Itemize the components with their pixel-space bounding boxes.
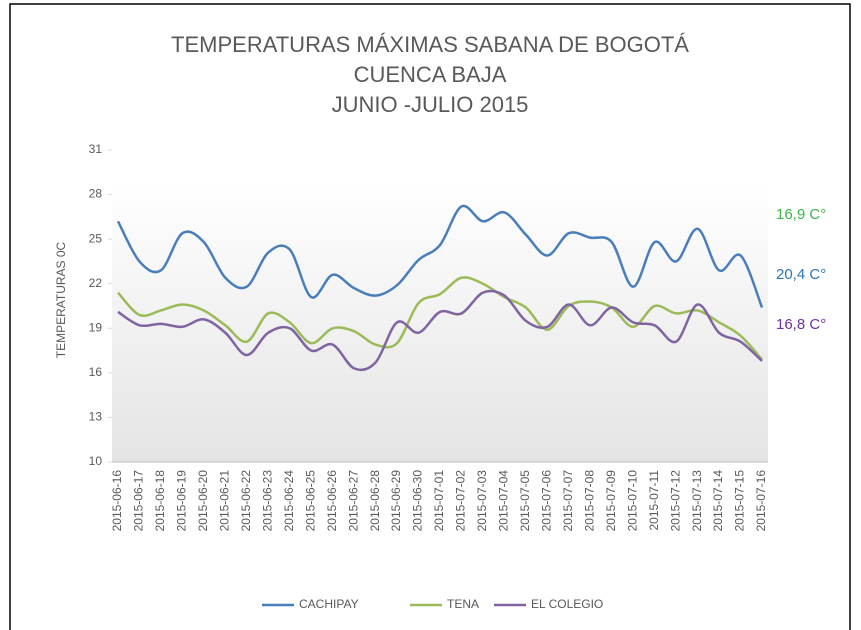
- x-tick-label: 2015-07-16: [754, 470, 768, 532]
- legend-label: EL COLEGIO: [531, 597, 603, 611]
- x-tick-label: 2015-06-24: [282, 470, 296, 532]
- annotation: 20,4 C°: [776, 266, 826, 283]
- x-tick-label: 2015-07-05: [518, 470, 532, 532]
- y-axis-label: TEMPERATURAS 0C: [54, 241, 68, 358]
- x-tick-label: 2015-07-08: [582, 470, 596, 532]
- chart-title: TEMPERATURAS MÁXIMAS SABANA DE BOGOTÁ: [171, 32, 689, 57]
- y-tick-label: 13: [89, 410, 103, 424]
- x-tick-label: 2015-07-10: [625, 470, 639, 532]
- chart-title: CUENCA BAJA: [354, 62, 507, 87]
- x-tick-label: 2015-07-04: [497, 470, 511, 532]
- x-tick-label: 2015-07-13: [690, 470, 704, 532]
- y-tick-label: 31: [89, 142, 103, 156]
- x-tick-label: 2015-07-14: [711, 470, 725, 532]
- x-tick-label: 2015-06-27: [346, 470, 360, 532]
- x-tick-label: 2015-06-20: [196, 470, 210, 532]
- y-tick-label: 28: [89, 187, 103, 201]
- series-line: [116, 204, 764, 308]
- annotation: 16,9 C°: [776, 206, 826, 223]
- x-tick-label: 2015-07-03: [475, 470, 489, 532]
- y-tick-label: 25: [89, 231, 103, 245]
- y-tick-label: 16: [89, 365, 103, 379]
- x-tick-label: 2015-07-06: [540, 470, 554, 532]
- x-tick-label: 2015-07-15: [733, 470, 747, 532]
- y-tick-label: 10: [89, 454, 103, 468]
- annotation: 16,8 C°: [776, 316, 826, 333]
- series-line: [117, 289, 763, 372]
- x-tick-label: 2015-06-25: [303, 470, 317, 532]
- x-tick-label: 2015-06-29: [389, 470, 403, 532]
- legend-label: TENA: [447, 597, 479, 611]
- x-tick-label: 2015-07-02: [454, 470, 468, 532]
- x-tick-label: 2015-06-26: [325, 470, 339, 532]
- series-line: [117, 276, 763, 361]
- x-tick-label: 2015-07-09: [604, 470, 618, 532]
- x-tick-label: 2015-07-01: [432, 470, 446, 532]
- x-tick-label: 2015-06-21: [218, 470, 232, 532]
- x-tick-label: 2015-06-16: [110, 470, 124, 532]
- x-tick-label: 2015-07-07: [561, 470, 575, 532]
- chart-title: JUNIO -JULIO 2015: [332, 92, 529, 117]
- x-tick-label: 2015-07-11: [647, 470, 661, 531]
- x-tick-label: 2015-06-30: [411, 470, 425, 532]
- x-tick-label: 2015-06-22: [239, 470, 253, 532]
- x-tick-label: 2015-06-17: [132, 470, 146, 532]
- x-tick-label: 2015-06-19: [175, 470, 189, 532]
- x-tick-label: 2015-06-18: [153, 470, 167, 532]
- frame: [9, 3, 851, 630]
- y-tick-label: 22: [89, 276, 103, 290]
- x-tick-label: 2015-07-12: [668, 470, 682, 532]
- y-tick-label: 19: [89, 320, 103, 334]
- x-tick-label: 2015-06-23: [260, 470, 274, 532]
- x-tick-label: 2015-06-28: [368, 470, 382, 532]
- legend-label: CACHIPAY: [299, 597, 359, 611]
